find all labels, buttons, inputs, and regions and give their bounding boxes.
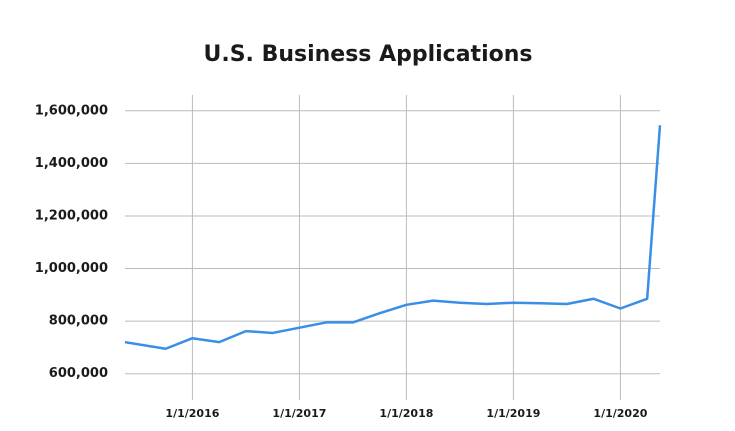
x-tick-label: 1/1/2018 [379,407,433,420]
x-tick-label: 1/1/2017 [272,407,326,420]
y-tick-label: 1,200,000 [35,208,108,223]
x-tick-label: 1/1/2020 [593,407,647,420]
x-tick-label: 1/1/2016 [165,407,219,420]
x-tick-label: 1/1/2019 [486,407,540,420]
y-tick-label: 1,000,000 [35,261,108,276]
chart-title: U.S. Business Applications [203,42,532,67]
y-tick-label: 1,400,000 [35,156,108,171]
data-line [124,125,662,350]
y-tick-label: 800,000 [49,314,108,329]
y-tick-label: 1,600,000 [35,103,108,118]
y-tick-label: 600,000 [49,366,108,381]
